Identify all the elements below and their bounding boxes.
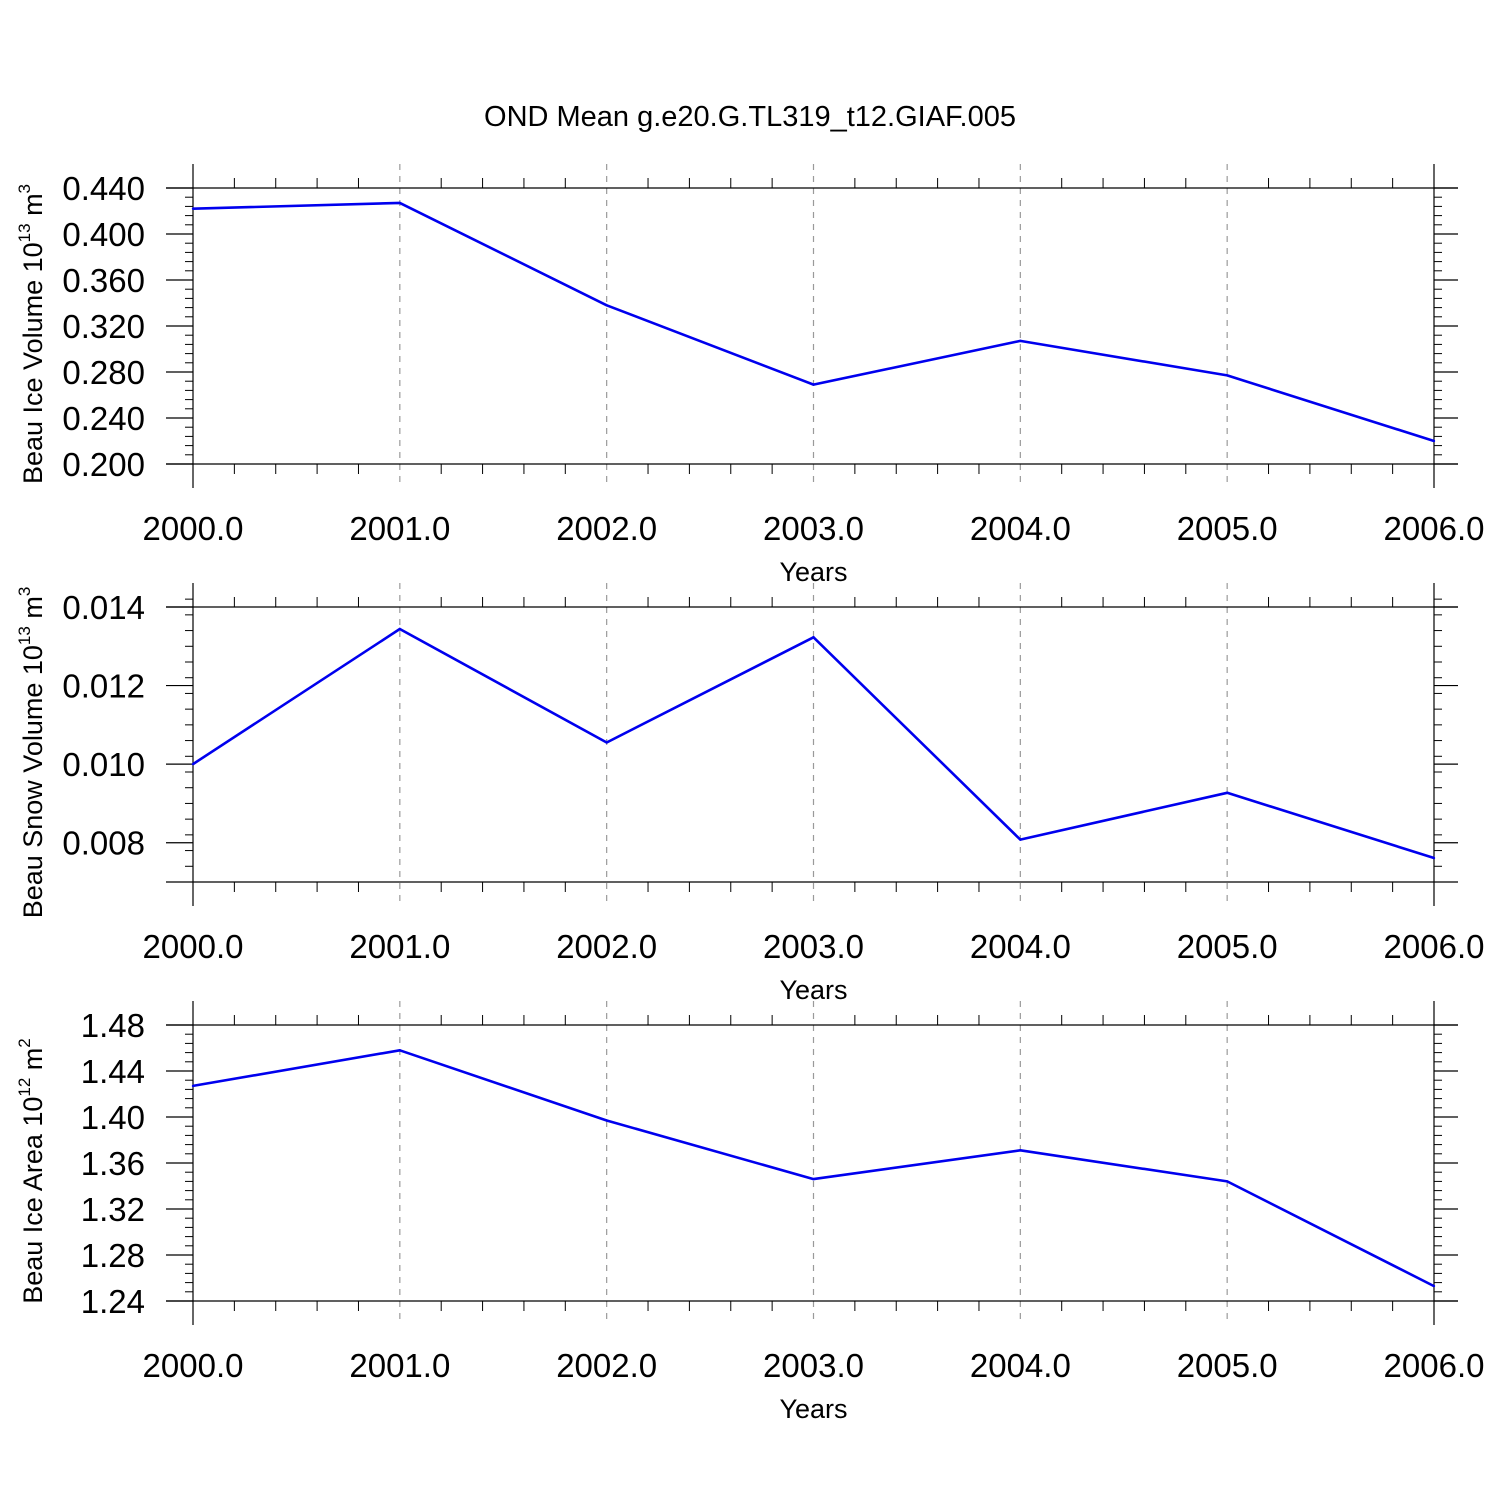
y-axis-title-unit: m xyxy=(18,193,48,223)
x-tick-label: 2002.0 xyxy=(556,510,657,547)
data-point xyxy=(605,741,608,744)
chart-panel-3: 2000.0 2001.0 2002.0 2003.0 2004.0 2005.0 2006… xyxy=(15,1001,1484,1424)
y-tick-label: 0.320 xyxy=(62,308,145,345)
data-point xyxy=(1432,1284,1436,1288)
data-point xyxy=(1225,791,1229,795)
figure-title: OND Mean g.e20.G.TL319_t12.GIAF.005 xyxy=(484,101,1016,133)
data-point xyxy=(191,1084,195,1088)
y-axis-title-unit: m xyxy=(18,1048,48,1078)
chart-panel-1: 2000.0 2001.0 2002.0 2003.0 2004.0 2005.0 2006… xyxy=(15,164,1484,587)
x-tick-label: 2003.0 xyxy=(763,928,864,965)
y-tick-label: 0.440 xyxy=(62,170,145,207)
x-tick-label: 2001.0 xyxy=(349,1347,450,1384)
y-tick-label: 0.008 xyxy=(62,825,145,862)
y-tick-label: 0.360 xyxy=(62,262,145,299)
x-tick-label: 2002.0 xyxy=(556,928,657,965)
y-tick-label: 1.28 xyxy=(81,1237,145,1274)
data-point xyxy=(605,304,608,307)
y-tick-label: 0.240 xyxy=(62,400,145,437)
y-axis-title-exponent: 12 xyxy=(15,1078,34,1097)
y-axis-title-unit-exponent: 3 xyxy=(15,184,34,193)
y-axis-title-unit-exponent: 3 xyxy=(15,587,34,596)
data-point xyxy=(812,636,815,639)
data-point xyxy=(1432,439,1436,443)
x-tick-label: 2004.0 xyxy=(970,1347,1071,1384)
y-tick-label: 1.32 xyxy=(81,1191,145,1228)
x-tick-label: 2004.0 xyxy=(970,510,1071,547)
y-axis-title-unit-exponent: 2 xyxy=(15,1038,34,1047)
x-tick-label: 2004.0 xyxy=(970,928,1071,965)
y-axis-title: Beau Snow Volume 1013 m3 xyxy=(15,587,48,919)
y-tick-label: 1.40 xyxy=(81,1099,145,1136)
y-tick-label: 0.200 xyxy=(62,446,145,483)
x-tick-label: 2005.0 xyxy=(1177,510,1278,547)
x-axis-title: Years xyxy=(779,1394,847,1424)
y-tick-label: 1.44 xyxy=(81,1053,145,1090)
x-tick-label: 2005.0 xyxy=(1177,1347,1278,1384)
x-tick-label: 2002.0 xyxy=(556,1347,657,1384)
x-tick-label: 2000.0 xyxy=(143,1347,244,1384)
data-point xyxy=(605,1119,608,1122)
x-tick-label: 2001.0 xyxy=(349,510,450,547)
y-axis-title-text: Beau Ice Area 10 xyxy=(18,1097,48,1304)
y-axis-title-exponent: 13 xyxy=(15,626,34,645)
data-point xyxy=(191,207,195,210)
panels: 2000.0 2001.0 2002.0 2003.0 2004.0 2005.0 2006… xyxy=(15,164,1484,1424)
x-tick-label: 2001.0 xyxy=(349,928,450,965)
y-axis-title: Beau Ice Volume 1013 m3 xyxy=(15,184,48,484)
y-tick-label: 1.48 xyxy=(81,1007,145,1044)
x-tick-label: 2006.0 xyxy=(1384,928,1485,965)
data-point xyxy=(398,1049,402,1052)
data-point xyxy=(398,201,402,205)
data-point xyxy=(1019,339,1022,343)
data-point xyxy=(812,383,815,386)
data-point xyxy=(1019,838,1022,841)
x-axis-title: Years xyxy=(779,557,847,587)
data-point xyxy=(1432,856,1436,860)
y-axis-title-exponent: 13 xyxy=(15,223,34,242)
y-axis-title-text: Beau Snow Volume 10 xyxy=(18,645,48,918)
y-tick-label: 0.400 xyxy=(62,216,145,253)
y-tick-label: 0.280 xyxy=(62,354,145,391)
x-tick-label: 2000.0 xyxy=(143,928,244,965)
x-axis-title: Years xyxy=(779,975,847,1005)
data-point xyxy=(191,762,195,766)
data-point xyxy=(812,1177,815,1181)
x-tick-label: 2006.0 xyxy=(1384,1347,1485,1384)
data-point xyxy=(398,627,402,631)
y-tick-label: 0.010 xyxy=(62,746,145,783)
y-tick-label: 1.36 xyxy=(81,1145,145,1182)
chart-panel-2: 2000.0 2001.0 2002.0 2003.0 2004.0 2005.0 2006… xyxy=(15,583,1484,1005)
data-point xyxy=(1019,1149,1022,1152)
x-tick-label: 2003.0 xyxy=(763,1347,864,1384)
y-axis-title-text: Beau Ice Volume 10 xyxy=(18,242,48,484)
data-point xyxy=(1225,374,1229,377)
data-point xyxy=(1225,1180,1229,1183)
x-tick-label: 2000.0 xyxy=(143,510,244,547)
y-axis-title: Beau Ice Area 1012 m2 xyxy=(15,1038,48,1304)
x-tick-label: 2006.0 xyxy=(1384,510,1485,547)
y-axis-title-unit: m xyxy=(18,596,48,626)
x-tick-label: 2005.0 xyxy=(1177,928,1278,965)
x-tick-label: 2003.0 xyxy=(763,510,864,547)
y-tick-label: 1.24 xyxy=(81,1283,145,1320)
y-tick-label: 0.014 xyxy=(62,589,145,626)
y-tick-label: 0.012 xyxy=(62,668,145,705)
